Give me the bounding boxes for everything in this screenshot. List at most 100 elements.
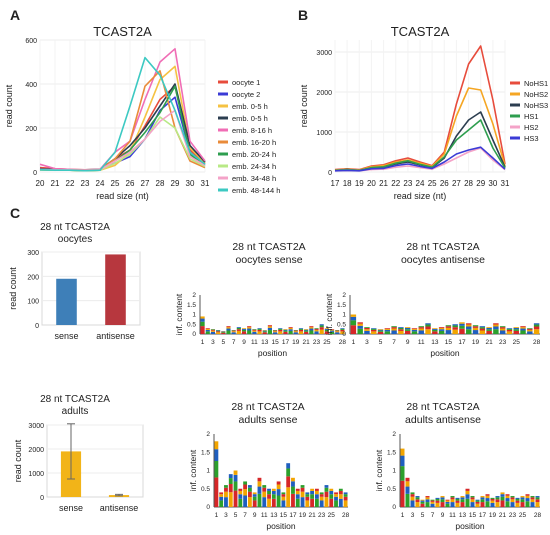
chart-c2-xtick-label: 3 xyxy=(211,339,215,346)
chart-b-series-5 xyxy=(334,146,506,172)
chart-c2-logo-letter xyxy=(247,328,252,331)
chart-c5-logo-letter xyxy=(338,498,343,507)
chart-a-series-9 xyxy=(39,56,206,172)
chart-c5-xtick-label: 5 xyxy=(234,512,238,519)
chart-c6-logo-letter xyxy=(450,497,455,500)
chart-c6-logo-letter xyxy=(510,496,515,498)
panel-label-b: B xyxy=(298,7,308,23)
chart-a-legend-label: emb. 16-20 h xyxy=(232,138,276,147)
chart-c6-logo-letter xyxy=(400,466,405,481)
chart-c5-xtick-label: 21 xyxy=(308,512,316,519)
chart-c6-logo-letter xyxy=(410,500,415,507)
chart-c5-logo-letter xyxy=(257,493,262,507)
chart-a-ytick-label: 200 xyxy=(25,126,37,133)
chart-c3-logo-letter xyxy=(493,326,499,330)
chart-c5-logo-letter xyxy=(267,488,271,491)
chart-c6-logo-letter xyxy=(455,498,460,501)
chart-c6-logo-letter xyxy=(420,503,425,507)
chart-c3-logo-letter xyxy=(445,327,452,331)
chart-c2-xtick-label: 5 xyxy=(221,339,225,346)
chart-c5-logo-letter xyxy=(338,494,343,499)
chart-c3-logo-letter xyxy=(506,328,513,329)
chart-c5-logo-letter xyxy=(334,494,338,497)
chart-c1-title: 28 nt TCAST2A xyxy=(40,222,110,233)
chart-c5-logo-letter xyxy=(267,490,271,495)
chart-c5-logo-letter xyxy=(224,487,228,492)
chart-c2-xtick-label: 17 xyxy=(282,339,290,346)
chart-b-xtick-label: 30 xyxy=(488,179,497,188)
chart-c3-logo-letter xyxy=(472,326,479,328)
chart-c6-xtick-label: 1 xyxy=(401,512,405,519)
chart-c3-logo-letter xyxy=(411,328,418,329)
chart-c2-logo-letter xyxy=(340,329,345,332)
chart-c3-logo-letter xyxy=(391,330,397,334)
chart-c5-logo-letter xyxy=(281,496,286,501)
chart-c3-logo-letter xyxy=(384,328,391,330)
chart-c5-logo-letter xyxy=(286,463,291,469)
chart-a-legend-label: emb. 34-48 h xyxy=(232,174,276,183)
chart-c2-logo-letter xyxy=(200,321,205,327)
chart-c2-logo-letter xyxy=(288,330,293,334)
chart-c2-logo-letter xyxy=(329,330,335,332)
chart-c3-xtick-label: 15 xyxy=(445,339,453,346)
chart-c6-logo-letter xyxy=(435,498,440,501)
chart-c2-logo-letter xyxy=(273,331,278,333)
chart-c6-logo-letter xyxy=(480,497,485,500)
chart-c6-logo-letter xyxy=(420,501,425,504)
chart-c2-xtick-label: 13 xyxy=(261,339,269,346)
chart-c3-logo-letter xyxy=(466,324,472,327)
chart-c3-logo-letter xyxy=(533,326,540,330)
chart-c3-xtick-label: 7 xyxy=(392,339,396,346)
chart-c2-logo-letter xyxy=(288,327,293,328)
chart-c3-logo-letter xyxy=(357,323,363,326)
chart-c6-xlabel: position xyxy=(455,521,485,531)
chart-c5-ytick-label: 0 xyxy=(206,504,210,511)
chart-c2-logo-letter xyxy=(314,329,319,332)
chart-c2-logo-letter xyxy=(231,332,236,334)
chart-c3-logo-letter xyxy=(438,329,445,331)
chart-c5-logo-letter xyxy=(310,498,315,507)
chart-c5-logo-letter xyxy=(291,481,295,487)
chart-c2-logo-letter xyxy=(257,328,262,329)
chart-c6-ylabel: inf. content xyxy=(374,449,384,491)
chart-c3-logo-letter xyxy=(418,326,424,328)
chart-c6-logo-letter xyxy=(415,499,420,503)
chart-c2-logo-letter xyxy=(262,332,267,334)
chart-c6-logo-letter xyxy=(470,497,475,500)
chart-c3-logo-letter xyxy=(391,328,397,331)
chart-c5-logo-letter xyxy=(286,476,291,488)
chart-c3-logo-letter xyxy=(432,328,438,330)
chart-c5-logo-letter xyxy=(295,494,300,499)
chart-c6-logo-letter xyxy=(435,497,440,499)
chart-c3-logo-letter xyxy=(411,329,418,332)
chart-c3-logo-letter xyxy=(384,331,391,334)
chart-c2-logo-letter xyxy=(278,328,283,330)
chart-c5-xtick-label: 1 xyxy=(215,512,219,519)
chart-b-xtick-label: 28 xyxy=(464,179,473,188)
chart-c5-logo-letter xyxy=(281,494,286,497)
chart-b-xtick-label: 25 xyxy=(428,179,437,188)
chart-c5-logo-letter xyxy=(329,494,334,499)
chart-c2-logo-letter xyxy=(210,331,216,334)
chart-c6-logo-letter xyxy=(525,498,530,502)
chart-c5-logo-letter xyxy=(343,500,348,507)
chart-c6-logo-letter xyxy=(485,501,490,507)
chart-c1-ylabel: read count xyxy=(8,267,18,310)
chart-c3-logo-letter xyxy=(438,327,445,330)
chart-c3-logo-letter xyxy=(533,323,540,325)
chart-c3-xlabel: position xyxy=(430,348,460,358)
chart-c2-ytick-label: 2 xyxy=(192,292,196,299)
chart-c3-xtick-label: 9 xyxy=(406,339,410,346)
chart-c3-logo-letter xyxy=(398,330,404,334)
chart-b-ytick-label: 3000 xyxy=(316,50,332,57)
chart-c2-xtick-label: 15 xyxy=(271,339,279,346)
chart-c2-logo-letter xyxy=(298,329,304,332)
chart-c6-logo-letter xyxy=(530,497,535,500)
chart-c2-logo-letter xyxy=(216,331,221,333)
chart-c5-logo-letter xyxy=(252,492,257,495)
chart-c5-logo-letter xyxy=(334,500,338,507)
chart-c3-logo-letter xyxy=(398,327,404,330)
chart-c5-xtick-label: 13 xyxy=(270,512,278,519)
chart-c6-logo-letter xyxy=(445,503,450,507)
chart-c5-logo-letter xyxy=(262,497,267,507)
